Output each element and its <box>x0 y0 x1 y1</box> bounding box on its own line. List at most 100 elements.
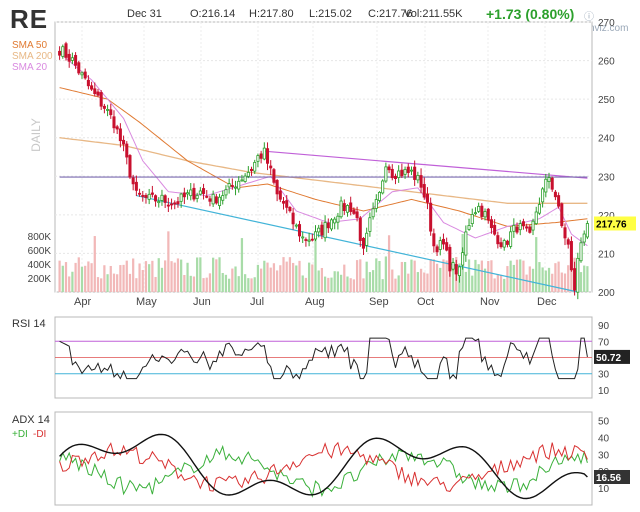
volume-bar <box>304 277 308 292</box>
candle-body <box>86 79 90 87</box>
finviz-logo-icon[interactable]: ⓘ finviz.com <box>584 12 629 34</box>
adx-value-label-bg <box>594 469 630 484</box>
candle-body <box>413 166 417 180</box>
volume-bar <box>355 260 359 292</box>
candle-body <box>285 200 289 208</box>
volume-bar <box>445 260 448 292</box>
candle-body <box>221 195 225 201</box>
candle-body <box>243 175 247 182</box>
volume-bar <box>560 272 563 292</box>
volume-bar <box>314 236 317 292</box>
candle-body <box>534 211 538 225</box>
quote-date: Dec 31 <box>127 8 162 20</box>
volume-bar <box>272 263 276 292</box>
volume-bar <box>295 265 298 292</box>
candle-body <box>278 190 282 200</box>
candle-body <box>262 147 266 160</box>
candle-body <box>227 183 231 188</box>
trendline-upper <box>264 150 588 179</box>
quote-open: O:216.14 <box>190 8 236 20</box>
candle-body <box>512 225 516 232</box>
candle-body <box>189 189 193 197</box>
quote-high: H:217.80 <box>249 8 294 20</box>
candle-body <box>563 227 567 239</box>
month-label: Apr <box>74 296 91 308</box>
adx-line <box>59 433 588 500</box>
candle-body <box>489 219 493 229</box>
candle-body <box>112 116 116 129</box>
watermark-daily: DAILY <box>29 118 43 152</box>
volume-bar <box>275 270 279 292</box>
volume-bar <box>320 267 324 292</box>
volume-bar <box>269 267 272 292</box>
candle-body <box>317 227 321 233</box>
candle-body <box>80 72 84 76</box>
volume-bar <box>387 235 391 292</box>
volume-bar <box>157 258 160 292</box>
price-tick-label: 260 <box>598 57 615 68</box>
candle-body <box>275 180 279 195</box>
candle-body <box>128 155 132 178</box>
candle-body <box>569 241 573 271</box>
volume-bar <box>109 265 112 292</box>
volume-bar <box>563 273 567 292</box>
candle-body <box>454 264 458 275</box>
candle-body <box>214 196 218 204</box>
candle-body <box>349 202 353 212</box>
volume-bar <box>100 278 103 292</box>
volume-bar <box>567 265 570 292</box>
candle-body <box>329 219 334 230</box>
candle-body <box>118 128 122 142</box>
volume-bar <box>93 236 96 292</box>
candle-body <box>493 224 497 235</box>
candle-body <box>256 155 260 162</box>
adx-tick-label: 50 <box>598 416 610 427</box>
candle-body <box>266 148 270 164</box>
volume-bar <box>429 259 432 292</box>
sma20-line <box>59 52 588 247</box>
quote-low: L:215.02 <box>309 8 352 20</box>
volume-bar <box>579 272 583 292</box>
sma200-line <box>59 137 588 204</box>
volume-bar <box>96 277 100 292</box>
volume-bar <box>112 273 116 292</box>
candle-body <box>365 232 369 246</box>
candle-body <box>323 222 327 239</box>
candle-body <box>384 166 388 182</box>
candle-body <box>566 239 570 245</box>
volume-bar <box>301 275 304 292</box>
volume-bar <box>285 261 288 292</box>
candle-body <box>576 257 580 293</box>
volume-bar <box>365 261 368 292</box>
volume-bar <box>148 264 151 292</box>
volume-bar <box>74 262 77 292</box>
rsi-value-label-bg <box>594 349 630 364</box>
trendline-lower <box>136 194 578 293</box>
candle-body <box>518 223 522 231</box>
volume-bar <box>506 266 509 292</box>
volume-bar <box>80 266 84 292</box>
volume-bar <box>327 277 330 292</box>
volume-bar <box>205 277 208 292</box>
candle-body <box>310 238 314 241</box>
candle-body <box>240 179 244 182</box>
candle-body <box>528 226 532 233</box>
candle-body <box>297 224 302 237</box>
volume-bar <box>378 260 381 292</box>
volume-bar <box>266 262 269 292</box>
volume-bar <box>64 262 68 292</box>
volume-bar <box>192 276 196 292</box>
candle-body <box>182 192 186 198</box>
quote-volume: Vol:211.55K <box>404 8 463 20</box>
candle-body <box>541 188 545 203</box>
volume-bar <box>419 268 423 292</box>
volume-bar <box>554 263 557 292</box>
volume-bar <box>519 259 522 292</box>
volume-bar <box>435 263 439 292</box>
volume-bar <box>68 276 71 292</box>
volume-bar <box>525 274 528 292</box>
candle-body <box>400 169 404 177</box>
ticker-symbol: RE <box>10 4 49 34</box>
candle-body <box>381 180 385 194</box>
